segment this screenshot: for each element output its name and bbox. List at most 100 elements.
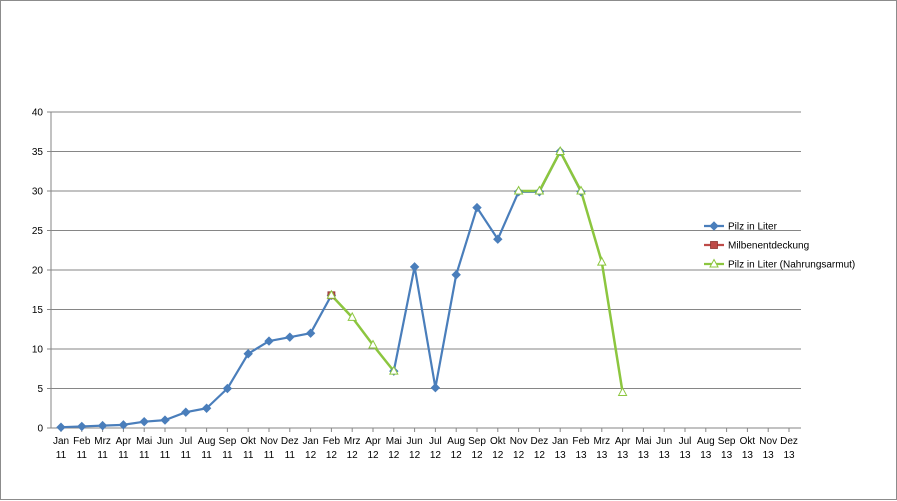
x-tick-label-year-30: 13 (679, 450, 691, 461)
x-tick-label-year-16: 12 (388, 450, 400, 461)
series-line-pilz-in-liter-0 (60, 294, 333, 429)
x-tick-label-year-11: 11 (285, 450, 296, 461)
x-tick-label-year-1: 11 (77, 450, 88, 461)
x-tick-label-year-4: 11 (139, 450, 150, 461)
x-tick-label-year-6: 11 (181, 450, 192, 461)
data-point-pilz-in-liter-nahrungsarmut-27 (617, 386, 628, 396)
legend-marker-pilz-in-liter (709, 221, 719, 231)
x-tick-label-year-15: 12 (367, 450, 379, 461)
x-tick-label-month-1: Feb (73, 436, 91, 447)
x-tick-label-month-15: Apr (365, 436, 381, 447)
x-tick-label-year-19: 12 (451, 450, 463, 461)
x-tick-label-month-0: Jan (53, 436, 69, 447)
data-point-pilz-in-liter-11 (285, 332, 295, 342)
x-tick-label-month-25: Feb (572, 436, 590, 447)
data-point-pilz-in-liter-18 (430, 383, 441, 393)
x-tick-label-month-28: Mai (635, 436, 651, 447)
data-point-pilz-in-liter-nahrungsarmut-24 (555, 145, 566, 155)
x-tick-label-year-34: 13 (763, 450, 775, 461)
legend-label-milbenentdeckung: Milbenentdeckung (728, 241, 809, 252)
x-tick-label-year-5: 11 (160, 450, 171, 461)
data-point-pilz-in-liter-10 (264, 336, 274, 346)
legend-label-pilz-in-liter: Pilz in Liter (728, 222, 778, 233)
x-tick-label-year-10: 11 (264, 450, 275, 461)
x-tick-label-year-26: 13 (596, 450, 608, 461)
x-tick-label-year-24: 13 (555, 450, 567, 461)
x-tick-label-year-27: 13 (617, 450, 629, 461)
x-tick-label-month-8: Sep (219, 436, 237, 447)
x-tick-label-year-2: 11 (97, 450, 108, 461)
data-point-pilz-in-liter-nahrungsarmut-16 (388, 365, 399, 375)
legend-marker-pilz-in-liter-nahrungsarmut (709, 258, 719, 268)
x-tick-label-month-23: Dez (531, 436, 549, 447)
x-tick-label-year-0: 11 (56, 450, 67, 461)
x-tick-label-year-28: 13 (638, 450, 650, 461)
x-tick-label-month-11: Dez (281, 436, 299, 447)
data-point-pilz-in-liter-1 (77, 421, 87, 432)
data-point-pilz-in-liter-8 (222, 383, 233, 394)
x-tick-label-year-29: 13 (659, 450, 671, 461)
x-tick-label-year-7: 11 (201, 450, 212, 461)
x-tick-label-year-18: 12 (430, 450, 442, 461)
x-tick-label-year-9: 11 (243, 450, 254, 461)
x-tick-label-month-4: Mai (136, 436, 152, 447)
data-point-pilz-in-liter-2 (97, 420, 108, 431)
data-point-pilz-in-liter-nahrungsarmut-14 (347, 311, 358, 321)
x-tick-label-month-12: Jan (303, 436, 319, 447)
x-tick-label-month-10: Nov (260, 436, 278, 447)
x-tick-label-year-35: 13 (783, 450, 795, 461)
series-line-pilz-in-liter-nahrungsarmut-0 (330, 294, 395, 372)
data-point-pilz-in-liter-nahrungsarmut-23 (534, 185, 545, 195)
y-tick-label-15: 15 (32, 305, 44, 316)
data-point-pilz-in-liter-nahrungsarmut-22 (513, 185, 524, 195)
y-tick-label-5: 5 (37, 384, 43, 395)
series-line-pilz-in-liter-nahrungsarmut-1 (518, 150, 624, 393)
x-tick-label-year-25: 13 (575, 450, 587, 461)
x-tick-label-year-31: 13 (700, 450, 712, 461)
data-point-pilz-in-liter-20 (472, 202, 482, 213)
x-tick-label-month-34: Nov (759, 436, 777, 447)
x-tick-label-month-29: Jun (656, 436, 672, 447)
data-point-pilz-in-liter-19 (451, 270, 461, 280)
x-tick-label-month-9: Okt (240, 436, 256, 447)
data-point-pilz-in-liter-6 (181, 407, 191, 417)
x-tick-label-year-22: 12 (513, 450, 525, 461)
x-tick-label-year-23: 12 (534, 450, 546, 461)
legend-label-pilz-in-liter-nahrungsarmut: Pilz in Liter (Nahrungsarmut) (728, 260, 855, 271)
x-tick-label-year-13: 12 (326, 450, 338, 461)
legend-marker-milbenentdeckung (710, 241, 718, 249)
x-tick-label-month-32: Sep (718, 436, 736, 447)
data-point-pilz-in-liter-7 (201, 403, 212, 413)
data-point-pilz-in-liter-nahrungsarmut-13 (326, 289, 337, 299)
x-tick-label-year-3: 11 (118, 450, 129, 461)
x-tick-label-month-35: Dez (780, 436, 798, 447)
x-tick-label-month-21: Okt (490, 436, 506, 447)
x-tick-label-month-5: Jun (157, 436, 173, 447)
x-tick-label-year-14: 12 (347, 450, 359, 461)
x-tick-label-year-21: 12 (492, 450, 504, 461)
y-tick-label-40: 40 (32, 108, 44, 119)
x-tick-label-year-12: 12 (305, 450, 317, 461)
x-tick-label-month-2: Mrz (94, 436, 111, 447)
data-point-pilz-in-liter-nahrungsarmut-15 (368, 339, 378, 349)
x-tick-label-month-31: Aug (697, 436, 715, 447)
x-tick-label-month-27: Apr (615, 436, 631, 447)
data-point-pilz-in-liter-21 (493, 234, 503, 244)
x-tick-label-year-33: 13 (742, 450, 754, 461)
x-tick-label-month-33: Okt (740, 436, 756, 447)
data-point-pilz-in-liter-5 (160, 415, 170, 425)
x-tick-label-month-24: Jan (552, 436, 568, 447)
x-tick-label-month-6: Jul (179, 436, 192, 447)
y-tick-label-20: 20 (32, 266, 44, 277)
x-tick-label-month-13: Feb (323, 436, 341, 447)
x-tick-label-month-17: Jun (407, 436, 423, 447)
y-tick-label-25: 25 (32, 226, 44, 237)
x-tick-label-month-30: Jul (679, 436, 692, 447)
x-tick-label-month-16: Mai (386, 436, 402, 447)
data-point-pilz-in-liter-nahrungsarmut-26 (596, 256, 607, 266)
x-tick-label-year-20: 12 (471, 450, 483, 461)
x-tick-label-year-32: 13 (721, 450, 733, 461)
x-tick-label-month-3: Apr (116, 436, 132, 447)
